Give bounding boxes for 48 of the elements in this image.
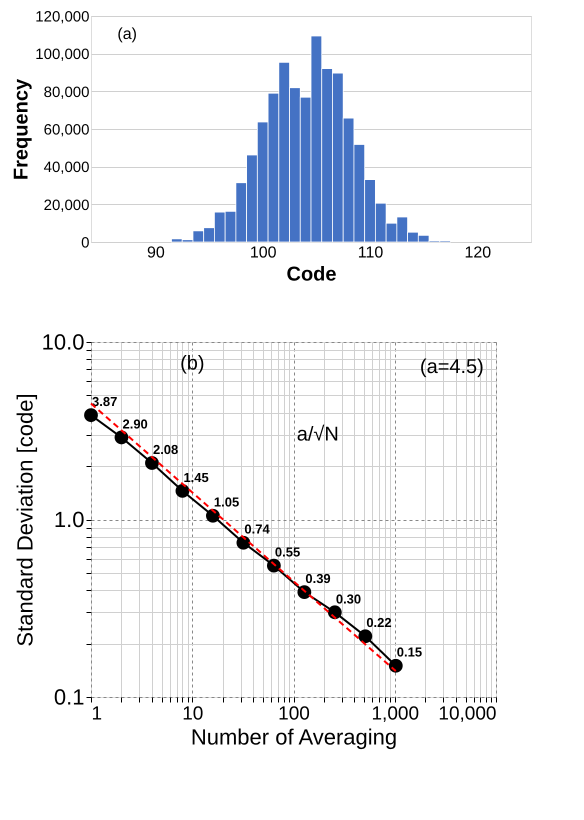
point xyxy=(145,456,159,470)
y-tick-label: 10.0 xyxy=(42,330,84,354)
data-label: 2.90 xyxy=(122,416,148,432)
data-label: 3.87 xyxy=(92,394,118,410)
data-label: 1.45 xyxy=(183,470,209,485)
y-tick-label: 0 xyxy=(81,234,90,252)
data-label: 0.22 xyxy=(366,615,392,630)
annotation: a/√N xyxy=(296,423,339,446)
x-tick-label: 100 xyxy=(278,704,310,724)
data-label: 0.55 xyxy=(274,544,300,560)
x-axis-title: Code xyxy=(286,264,336,286)
annotation: (a) xyxy=(117,26,137,44)
x-tick-label: 10 xyxy=(182,704,204,724)
data-label: 0.74 xyxy=(244,522,270,537)
point xyxy=(358,629,372,644)
annotation: (b) xyxy=(180,352,205,374)
y-tick-label: 100,000 xyxy=(35,46,90,64)
annotation: (a=4.5) xyxy=(420,356,484,378)
point xyxy=(114,430,128,444)
x-tick-label: 10,000 xyxy=(438,704,496,724)
x-tick-label: 90 xyxy=(146,244,165,262)
x-tick-label: 1 xyxy=(92,704,102,724)
data-label: 2.08 xyxy=(152,442,178,458)
data-label: 1.05 xyxy=(214,494,240,510)
data-label: 0.39 xyxy=(305,571,331,586)
x-tick-label: 1,000 xyxy=(371,704,420,724)
data-label: 0.30 xyxy=(336,591,362,606)
y-axis-title: Standard Deviation [code] xyxy=(12,393,38,647)
x-axis-title: Number of Averaging xyxy=(190,724,398,750)
y-tick-label: 0.1 xyxy=(54,684,84,710)
point xyxy=(236,536,250,550)
x-tick-label: 100 xyxy=(250,244,277,262)
y-tick-label: 120,000 xyxy=(35,8,90,26)
y-tick-label: 1.0 xyxy=(54,507,84,532)
point xyxy=(388,658,403,673)
y-axis-title: Frequency xyxy=(10,78,32,180)
y-tick-label: 20,000 xyxy=(44,196,90,214)
point xyxy=(206,508,220,523)
data-label: 0.15 xyxy=(396,644,422,660)
y-tick-label: 60,000 xyxy=(44,122,90,138)
x-tick-label: 110 xyxy=(358,244,384,262)
point xyxy=(176,484,190,498)
x-tick-label: 120 xyxy=(464,244,492,262)
y-tick-label: 80,000 xyxy=(44,84,90,101)
point xyxy=(328,605,342,620)
point xyxy=(266,558,281,572)
y-tick-label: 40,000 xyxy=(44,159,90,176)
point xyxy=(84,408,98,422)
